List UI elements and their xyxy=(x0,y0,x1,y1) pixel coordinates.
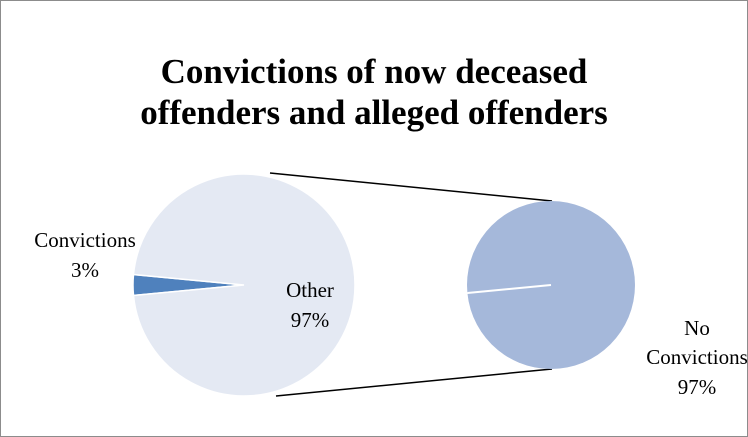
data-label-line: Other xyxy=(286,278,334,302)
data-label-line: 3% xyxy=(71,258,99,282)
chart-title: Convictions of now deceased xyxy=(161,52,588,91)
data-label: Other 97% xyxy=(286,278,334,332)
data-label: No Convictions 97% xyxy=(646,316,748,399)
data-label: Convictions 3% xyxy=(34,228,136,282)
connector-line xyxy=(275,368,553,397)
data-label-word: No xyxy=(684,316,710,340)
data-label-line: 97% xyxy=(291,308,330,332)
slice-edge xyxy=(467,284,552,295)
connector-line xyxy=(269,172,553,202)
data-label-line: 97% xyxy=(678,375,717,399)
data-label-line: No Convictions xyxy=(646,316,748,369)
data-label-line: Convictions xyxy=(34,228,136,252)
pie-slice xyxy=(132,173,356,397)
data-label-word: Convictions xyxy=(646,345,748,369)
chart-title: offenders and alleged offenders xyxy=(140,93,608,132)
